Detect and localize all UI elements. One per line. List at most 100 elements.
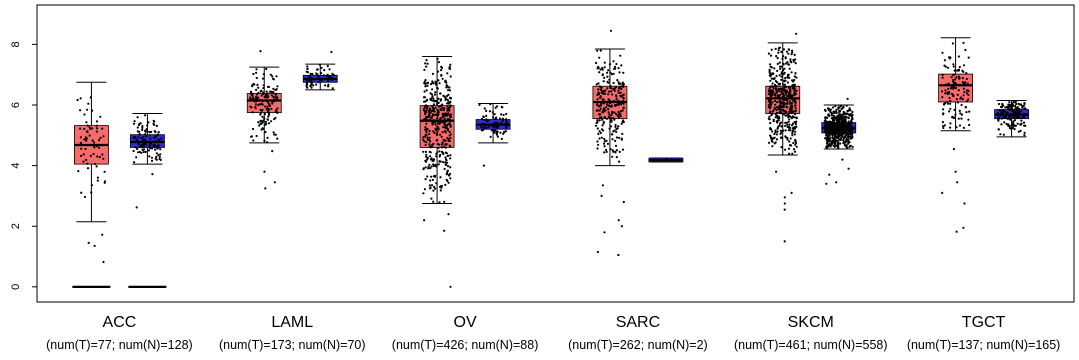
data-point [263, 112, 266, 116]
data-point [428, 184, 431, 187]
data-point [135, 206, 138, 209]
data-point [618, 136, 621, 139]
data-point [594, 124, 598, 127]
data-point [958, 124, 962, 127]
data-point [152, 144, 155, 147]
data-point [426, 156, 429, 159]
data-point [441, 121, 444, 124]
data-point [778, 105, 781, 108]
data-point [775, 133, 779, 136]
points-laml-normal [305, 50, 335, 90]
data-point [826, 131, 829, 134]
data-point [943, 124, 946, 127]
data-point [92, 144, 95, 147]
data-point [140, 137, 143, 140]
data-point [834, 126, 838, 130]
data-point [1000, 117, 1003, 120]
data-point [88, 126, 91, 129]
data-point [447, 89, 450, 92]
data-point [445, 161, 449, 164]
data-point [142, 150, 145, 154]
data-point [953, 82, 956, 86]
data-point [504, 122, 507, 125]
data-point [268, 103, 271, 106]
data-point [788, 100, 791, 103]
data-point [780, 136, 783, 139]
data-point [615, 112, 618, 115]
data-point [837, 131, 840, 134]
data-point [271, 102, 274, 105]
data-point [251, 127, 255, 131]
data-point [1011, 126, 1014, 130]
data-point [665, 158, 668, 161]
data-point [613, 65, 617, 68]
data-point [1015, 107, 1018, 110]
data-point [440, 135, 443, 138]
data-point [1001, 104, 1004, 107]
data-point [251, 111, 254, 114]
data-point [305, 85, 308, 88]
data-point [598, 137, 601, 140]
data-point [449, 154, 452, 157]
data-point [768, 85, 772, 88]
data-point [792, 83, 796, 86]
data-point [96, 145, 99, 148]
data-point [771, 89, 774, 92]
data-point [617, 125, 620, 128]
data-point [332, 73, 335, 76]
data-point [251, 85, 254, 88]
data-point [494, 128, 497, 131]
data-point [769, 121, 772, 125]
data-point [250, 91, 253, 94]
data-point [95, 130, 98, 133]
data-point [146, 130, 149, 133]
data-point [506, 121, 509, 124]
data-point [947, 66, 950, 69]
data-point [272, 91, 275, 94]
data-point [612, 60, 615, 63]
data-point [437, 109, 440, 113]
data-point [1006, 106, 1009, 109]
data-point [773, 132, 776, 136]
data-point [767, 104, 771, 107]
data-point [794, 141, 798, 145]
data-point [86, 130, 89, 133]
data-point [154, 134, 157, 138]
data-point [488, 110, 491, 113]
data-point [426, 84, 429, 87]
data-point [1010, 106, 1013, 109]
data-point [776, 120, 779, 123]
data-point [154, 140, 157, 143]
data-point [444, 156, 447, 159]
data-point [442, 109, 445, 112]
data-point [1019, 110, 1023, 113]
data-point [83, 127, 86, 131]
data-point [602, 142, 606, 145]
data-point [86, 167, 90, 170]
data-point [327, 83, 330, 86]
data-point [433, 110, 436, 113]
data-point [769, 105, 772, 108]
data-point [780, 65, 783, 68]
data-point [443, 119, 446, 122]
data-point [949, 122, 952, 125]
data-point [619, 115, 622, 118]
data-point [841, 118, 844, 121]
data-point [447, 118, 450, 121]
data-point [788, 91, 791, 94]
data-point [603, 140, 606, 143]
data-point [614, 139, 617, 142]
data-point [137, 136, 140, 139]
y-tick-label: 2 [10, 223, 22, 229]
data-point [322, 74, 325, 77]
data-point [831, 136, 834, 139]
data-point [1020, 122, 1023, 125]
data-point [611, 93, 614, 96]
data-point [794, 104, 797, 107]
data-point [439, 189, 442, 192]
data-point [428, 132, 431, 135]
data-point [138, 133, 141, 136]
data-point [947, 87, 950, 90]
data-point [275, 96, 279, 99]
data-point [1016, 116, 1019, 119]
